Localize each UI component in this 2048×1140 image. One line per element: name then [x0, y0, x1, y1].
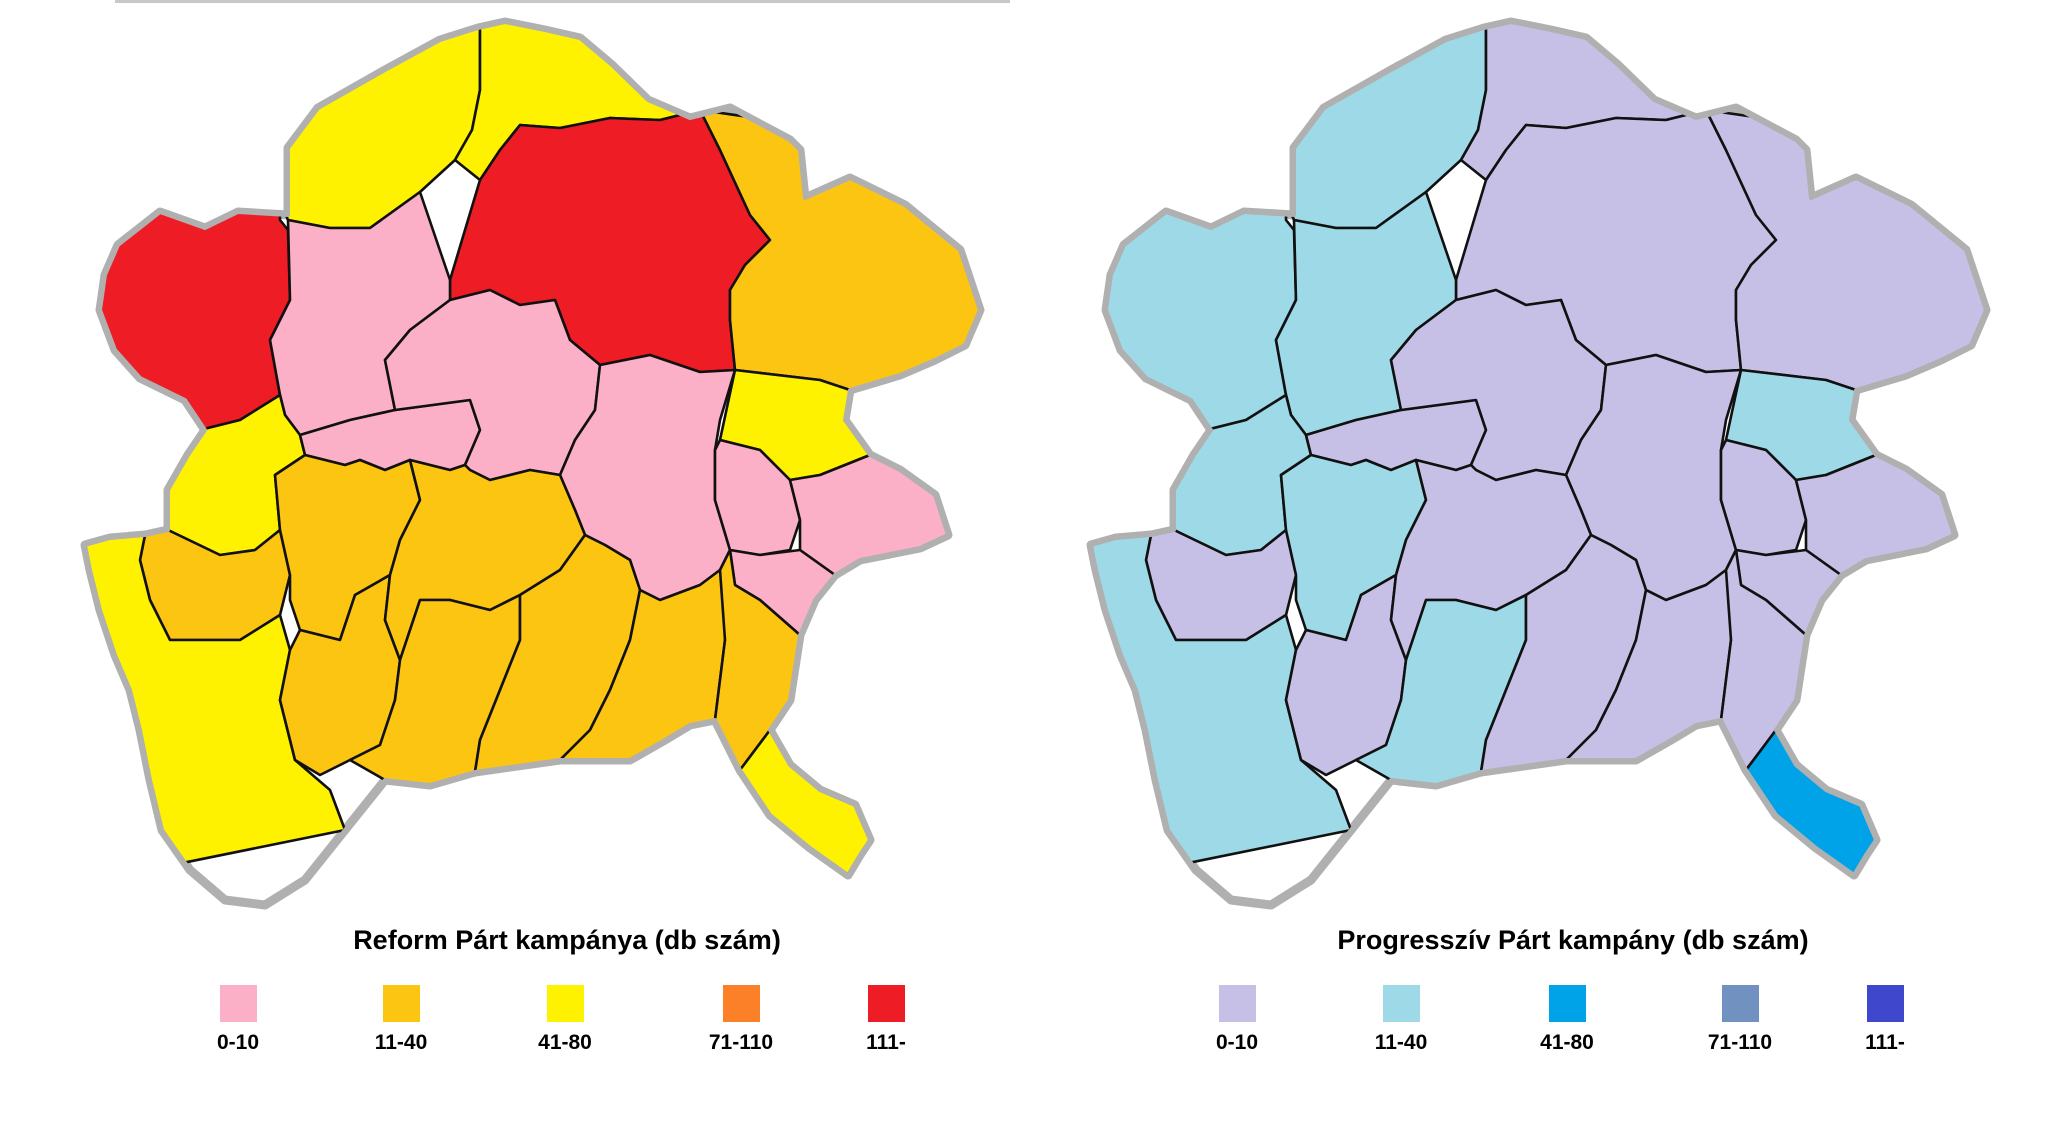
reform-legend-item: 111-	[826, 985, 946, 1055]
legend-label: 11-40	[1374, 1031, 1428, 1054]
legend-label: 0-10	[1215, 1031, 1259, 1054]
legend-label: 71-110	[708, 1031, 774, 1054]
legend-label: 41-80	[538, 1031, 592, 1054]
legend-swatch	[867, 985, 905, 1022]
reform-legend-item: 41-80	[505, 985, 625, 1055]
district-region	[1704, 22, 1986, 392]
legend-swatch	[1382, 985, 1420, 1022]
legend-swatch	[546, 985, 584, 1022]
reform-map-title: Reform Párt kampánya (db szám)	[353, 925, 781, 955]
legend-label: 111-	[1865, 1031, 1905, 1054]
progressive-legend-item: 11-40	[1341, 985, 1461, 1055]
legend-label: 0-10	[216, 1031, 260, 1054]
progressive-legend-item: 71-110	[1680, 985, 1800, 1055]
legend-swatch	[382, 985, 420, 1022]
legend-swatch	[1721, 985, 1759, 1022]
country-border	[1089, 20, 1988, 907]
district-region	[698, 22, 980, 392]
legend-label: 71-110	[1707, 1031, 1773, 1054]
reform-legend-item: 11-40	[341, 985, 461, 1055]
district-region	[85, 22, 292, 432]
progressive-legend-item: 0-10	[1177, 985, 1297, 1055]
legend-swatch	[219, 985, 257, 1022]
progressive-legend-item: 111-	[1825, 985, 1945, 1055]
reform-legend-item: 0-10	[178, 985, 298, 1055]
district-region	[1091, 22, 1298, 432]
legend-swatch	[1218, 985, 1256, 1022]
legend-label: 111-	[866, 1031, 906, 1054]
progressive-legend-item: 41-80	[1507, 985, 1627, 1055]
country-border	[83, 20, 982, 907]
top-divider-line	[115, 0, 1010, 3]
progressive-party-map	[1086, 17, 1991, 910]
reform-legend-item: 71-110	[681, 985, 801, 1055]
progressive-map-title: Progresszív Párt kampány (db szám)	[1337, 925, 1809, 955]
legend-label: 41-80	[1540, 1031, 1594, 1054]
legend-label: 11-40	[374, 1031, 428, 1054]
legend-swatch	[1548, 985, 1586, 1022]
reform-party-map	[80, 17, 985, 910]
legend-swatch	[722, 985, 760, 1022]
legend-swatch	[1866, 985, 1904, 1022]
